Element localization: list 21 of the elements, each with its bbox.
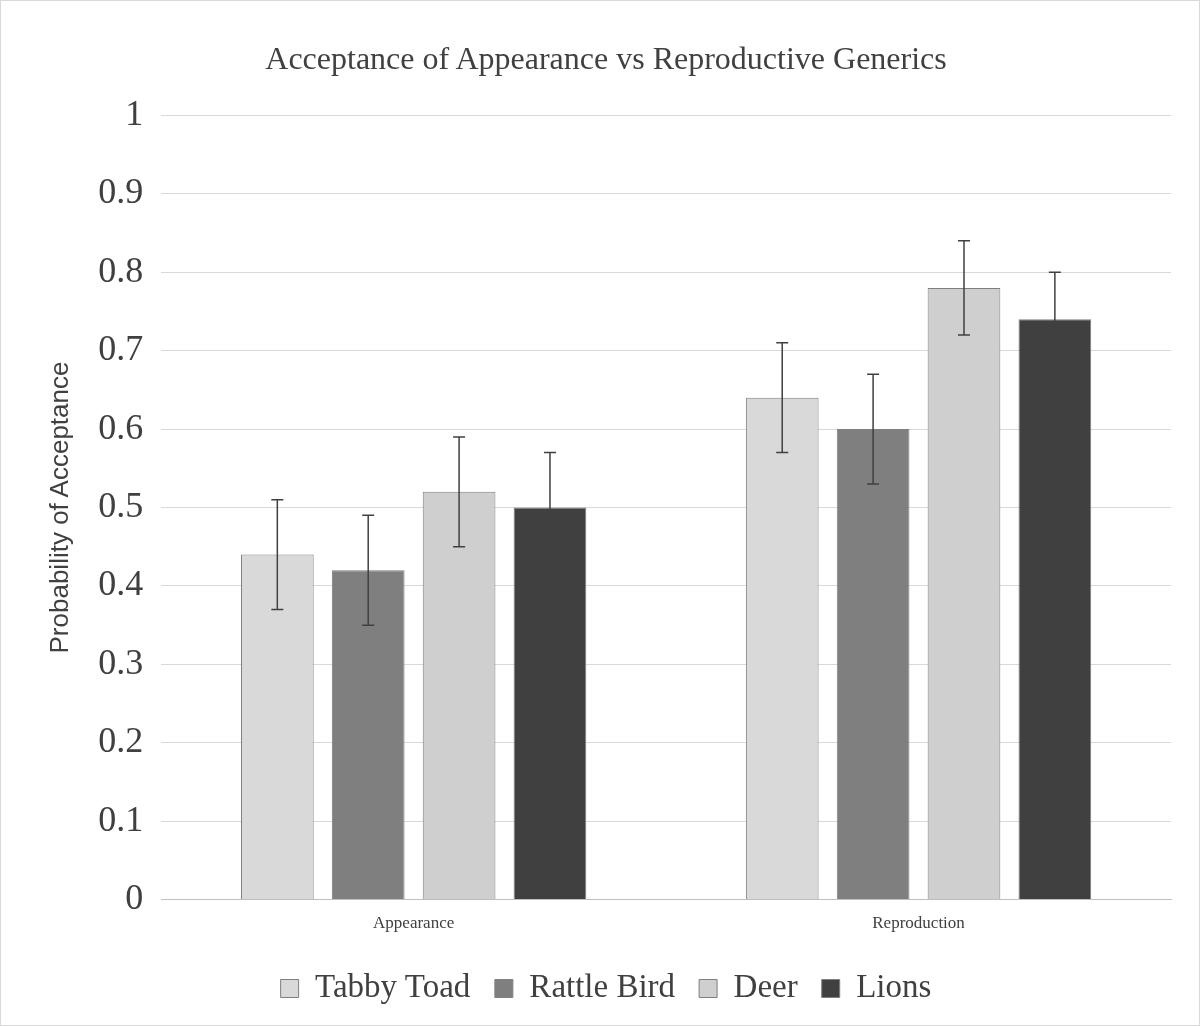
bar	[331, 570, 405, 900]
bar	[836, 429, 910, 900]
legend-label: Deer	[733, 968, 798, 1005]
y-tick-label: 1	[125, 92, 144, 133]
y-tick-label: 0.1	[98, 798, 144, 839]
y-tick-label: 0	[125, 877, 144, 918]
y-tick-label: 0.9	[98, 171, 144, 212]
y-tick-label: 0.3	[98, 641, 144, 682]
legend-label: Lions	[856, 968, 932, 1005]
y-tick-label: 0.5	[98, 484, 144, 525]
y-tick-label: 0.7	[98, 328, 144, 369]
chart-title: Acceptance of Appearance vs Reproductive Generics	[265, 39, 947, 76]
x-tick-label: Reproduction	[872, 913, 966, 933]
y-tick-label: 0.2	[98, 720, 144, 761]
x-tick-label: Appearance	[373, 913, 455, 933]
y-tick-label: 0.4	[98, 563, 144, 604]
y-tick-label: 0.6	[98, 406, 144, 447]
legend-label: Tabby Toad	[315, 968, 471, 1005]
y-axis-title: Probability of Acceptance	[43, 361, 74, 654]
y-tick-label: 0.8	[98, 249, 144, 290]
legend-label: Rattle Bird	[529, 968, 676, 1005]
